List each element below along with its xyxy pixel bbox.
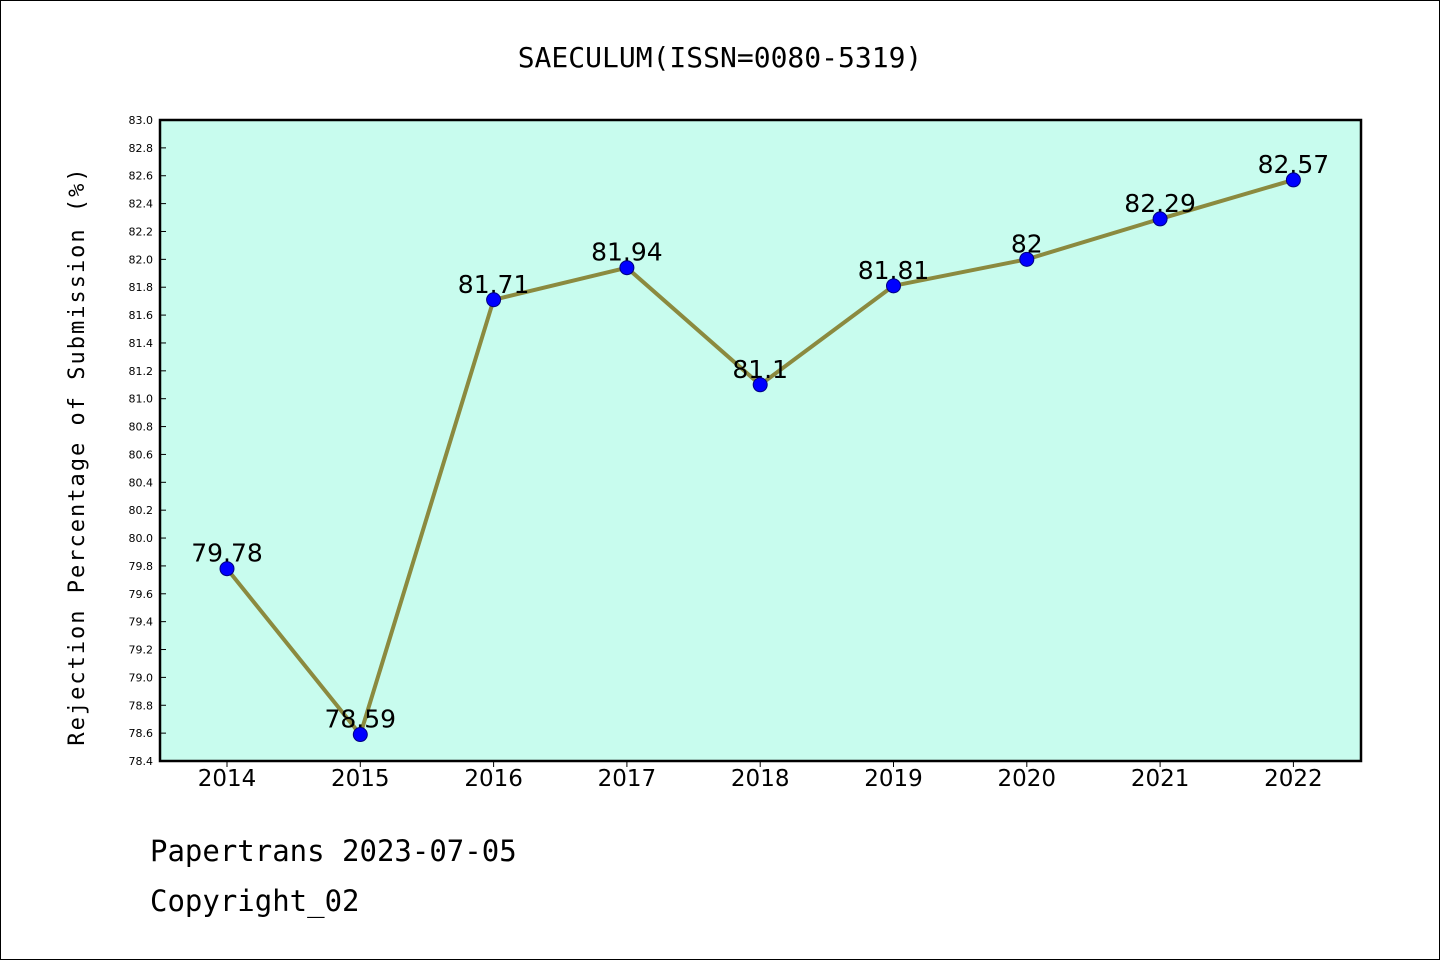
y-tick-label: 80.4 [129, 476, 154, 489]
y-tick-label: 79.8 [129, 560, 154, 573]
y-tick-label: 82.2 [129, 225, 154, 238]
data-point [886, 278, 901, 294]
footer-date-line: Papertrans 2023-07-05 [150, 834, 517, 868]
data-point [219, 561, 235, 577]
plot-area [160, 120, 1361, 761]
y-tick-label: 79.4 [129, 616, 154, 629]
footer-copyright-line: Copyright_02 [150, 884, 360, 918]
x-tick-label: 2021 [1131, 766, 1190, 792]
x-tick-label: 2016 [464, 766, 523, 792]
y-tick-label: 82.8 [129, 142, 154, 155]
plot-border [158, 118, 1363, 763]
data-point [619, 260, 635, 276]
y-tick-label: 80.2 [129, 504, 154, 517]
y-tick-label: 80.8 [129, 421, 154, 434]
y-tick-label: 81.2 [129, 365, 154, 378]
y-tick-label: 80.0 [129, 532, 154, 545]
data-point [752, 377, 768, 393]
x-tick-label: 2020 [998, 766, 1057, 792]
data-point [486, 292, 502, 308]
y-axis-label: Rejection Percentage of Submission (%) [65, 166, 90, 745]
y-tick-label: 82.4 [129, 198, 154, 211]
x-tick-label: 2015 [331, 766, 390, 792]
y-tick-label: 80.6 [129, 448, 154, 461]
y-tick-label: 78.4 [129, 755, 154, 768]
y-tick-label: 79.6 [129, 588, 154, 601]
y-tick-label: 81.8 [129, 281, 154, 294]
y-tick-label: 83.0 [129, 114, 154, 127]
data-point [352, 727, 368, 743]
chart-title: SAECULUM(ISSN=0080-5319) [518, 41, 923, 74]
y-tick-label: 81.4 [129, 337, 154, 350]
y-tick-label: 79.0 [129, 671, 154, 684]
y-tick-label: 78.6 [129, 727, 154, 740]
x-tick-label: 2017 [598, 766, 657, 792]
y-tick-label: 82.0 [129, 253, 154, 266]
y-tick-label: 81.6 [129, 309, 154, 322]
x-tick-label: 2022 [1264, 766, 1323, 792]
x-tick-label: 2018 [731, 766, 790, 792]
data-point [1152, 211, 1168, 227]
data-point [1019, 251, 1035, 267]
y-tick-label: 81.0 [129, 393, 154, 406]
x-tick-label: 2019 [864, 766, 923, 792]
y-tick-label: 79.2 [129, 644, 154, 657]
y-tick-label: 82.6 [129, 170, 154, 183]
data-point [1285, 172, 1301, 188]
y-tick-label: 78.8 [129, 699, 154, 712]
x-tick-label: 2014 [198, 766, 257, 792]
